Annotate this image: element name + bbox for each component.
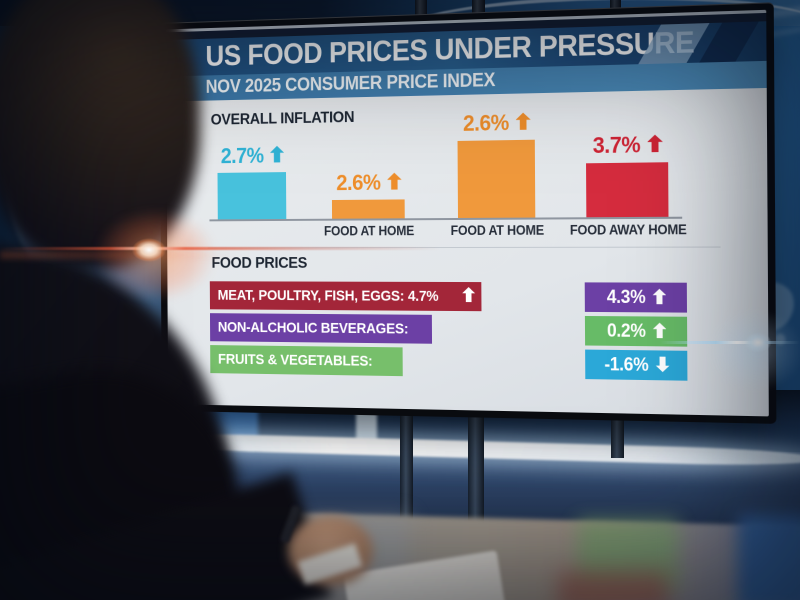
up-arrow-icon	[653, 289, 667, 304]
value-badge-meat: 4.3%	[584, 282, 688, 313]
bar-category-label: FOOD AT HOME	[450, 222, 544, 239]
badge-value: -1.6%	[604, 353, 649, 375]
bar-food-at-home-2	[457, 139, 536, 219]
bar-food-at-home-1	[331, 199, 405, 220]
screen-stand-leg	[468, 404, 484, 530]
row-label: FRUITS & VEGETABLES:	[217, 350, 373, 370]
up-arrow-icon	[647, 135, 663, 153]
food-price-row-beverages: NON-ALCHOLIC BEVERAGES:	[209, 313, 433, 344]
bar-value: 3.7%	[592, 131, 640, 159]
up-arrow-icon	[462, 287, 475, 302]
lens-flare-streak	[0, 247, 440, 250]
lens-flare-core	[126, 234, 172, 266]
food-price-row-fruits-vegetables: FRUITS & VEGETABLES:	[210, 345, 403, 377]
bar-value: 2.6%	[462, 109, 509, 136]
badge-value: 4.3%	[606, 286, 645, 308]
tv-screen: US FOOD PRICES UNDER PRESSURE NOV 2025 C…	[165, 9, 769, 417]
desk-reflection-blue	[738, 515, 800, 600]
lens-flare-streak	[0, 251, 250, 259]
bar-category-label: FOOD AWAY HOME	[569, 221, 687, 238]
lens-flare-core	[740, 329, 776, 356]
bar-value-label: 3.7%	[591, 131, 663, 159]
bar-value-label: 2.6%	[335, 170, 402, 196]
row-label: MEAT, POULTRY, FISH, EGGS: 4.7%	[217, 287, 439, 305]
bar-value: 2.6%	[335, 169, 381, 196]
up-arrow-icon	[653, 323, 667, 339]
down-arrow-icon	[656, 357, 670, 373]
studio-tv: US FOOD PRICES UNDER PRESSURE NOV 2025 C…	[159, 2, 777, 424]
up-arrow-icon	[270, 146, 284, 163]
bar-value-label: 2.7%	[219, 143, 284, 169]
bar-value: 2.7%	[220, 143, 264, 169]
food-price-row-meat: MEAT, POULTRY, FISH, EGGS: 4.7%	[209, 281, 482, 312]
lens-flare-streak	[660, 341, 800, 344]
desk-reflection-red	[558, 572, 668, 600]
bar-value-label: 2.6%	[461, 109, 531, 136]
bar-food-away-home	[586, 162, 669, 219]
chevron-decoration-icon	[699, 21, 759, 63]
up-arrow-icon	[387, 173, 402, 190]
badge-value: 0.2%	[606, 320, 646, 342]
screen-stand-leg	[400, 404, 413, 522]
section-title-overall-inflation: OVERALL INFLATION	[210, 109, 355, 129]
value-badge-fruits-vegetables: -1.6%	[585, 349, 688, 381]
infographic-body: OVERALL INFLATION 2.7% 2.6% 2.6% 3.7% FO…	[166, 87, 769, 417]
bar-category-label: FOOD AT HOME	[323, 223, 414, 239]
up-arrow-icon	[516, 112, 531, 129]
